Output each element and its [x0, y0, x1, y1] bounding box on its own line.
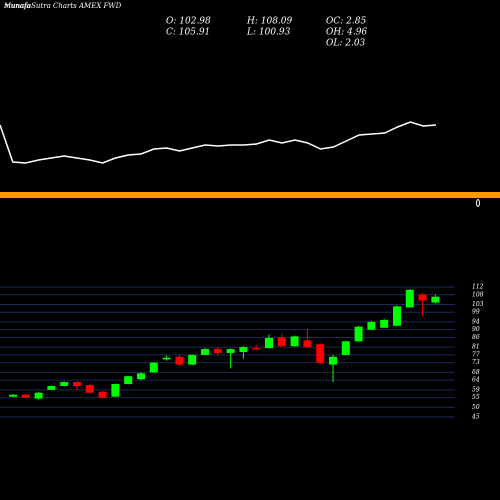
candle-body: [226, 349, 235, 353]
candle-body: [265, 338, 273, 349]
candle-body: [85, 384, 94, 393]
candle-body: [73, 382, 81, 386]
candle-body: [213, 349, 222, 353]
candle-body: [341, 341, 350, 355]
candle-body: [149, 362, 158, 373]
chart-title: MunafaSutra Charts AMEX FWD: [3, 2, 122, 10]
y-tick-label: 45: [471, 414, 480, 421]
candle-body: [98, 391, 107, 398]
candle-body: [290, 336, 299, 347]
y-tick-label: 108: [472, 291, 484, 298]
y-tick-label: 81: [472, 344, 480, 351]
y-tick-label: 94: [472, 318, 480, 325]
candle-body: [47, 385, 56, 390]
candle-body: [277, 337, 286, 347]
candle-body: [329, 356, 337, 365]
y-tick-label: 50: [472, 404, 480, 411]
candle-body: [252, 348, 261, 350]
candle-body: [201, 349, 209, 355]
candle-body: [354, 326, 363, 342]
line: [0, 121, 437, 164]
low-label: L: 100.93: [246, 28, 291, 38]
oc-label: OC: 2.85: [326, 17, 366, 27]
oh-label: OH: 4.96: [326, 28, 367, 38]
y-tick-label: 90: [472, 326, 480, 333]
candle-body: [380, 319, 389, 328]
candle-body: [418, 294, 427, 301]
ol-label: OL: 2.03: [326, 39, 366, 49]
y-tick-label: 59: [472, 386, 480, 393]
candle-body: [175, 356, 184, 365]
y-tick-label: 73: [472, 359, 480, 366]
close-label: C: 105.91: [166, 28, 210, 38]
high-label: H: 108.09: [246, 17, 293, 27]
candle-body: [162, 357, 171, 360]
candle-body: [60, 382, 69, 386]
candle-body: [303, 340, 312, 348]
candle-body: [393, 306, 401, 326]
y-tick-label: 55: [472, 394, 480, 401]
candle-body: [431, 296, 440, 303]
candle-body: [124, 376, 133, 385]
y-tick-label: 86: [472, 334, 480, 341]
brand: munafa: [4, 2, 31, 10]
candle-body: [405, 289, 414, 308]
candle-body: [34, 392, 43, 399]
y-tick-label: 68: [472, 369, 480, 376]
marker-icon: [476, 199, 480, 207]
candle-body: [137, 373, 145, 380]
candle-body: [21, 394, 30, 398]
candle-body: [188, 354, 197, 365]
y-tick-label: 99: [472, 309, 480, 316]
y-tick-label: 64: [472, 377, 480, 384]
separator-band: [0, 192, 500, 198]
candle-body: [316, 344, 325, 363]
y-tick-label: 112: [472, 284, 484, 291]
open-label: O: 102.98: [166, 17, 211, 27]
candle-body: [367, 321, 376, 330]
y-tick-label: 103: [472, 301, 484, 308]
candle-body: [9, 394, 17, 397]
candle-body: [111, 384, 120, 397]
y-tick-label: 77: [472, 351, 480, 358]
candle-body: [239, 347, 248, 352]
